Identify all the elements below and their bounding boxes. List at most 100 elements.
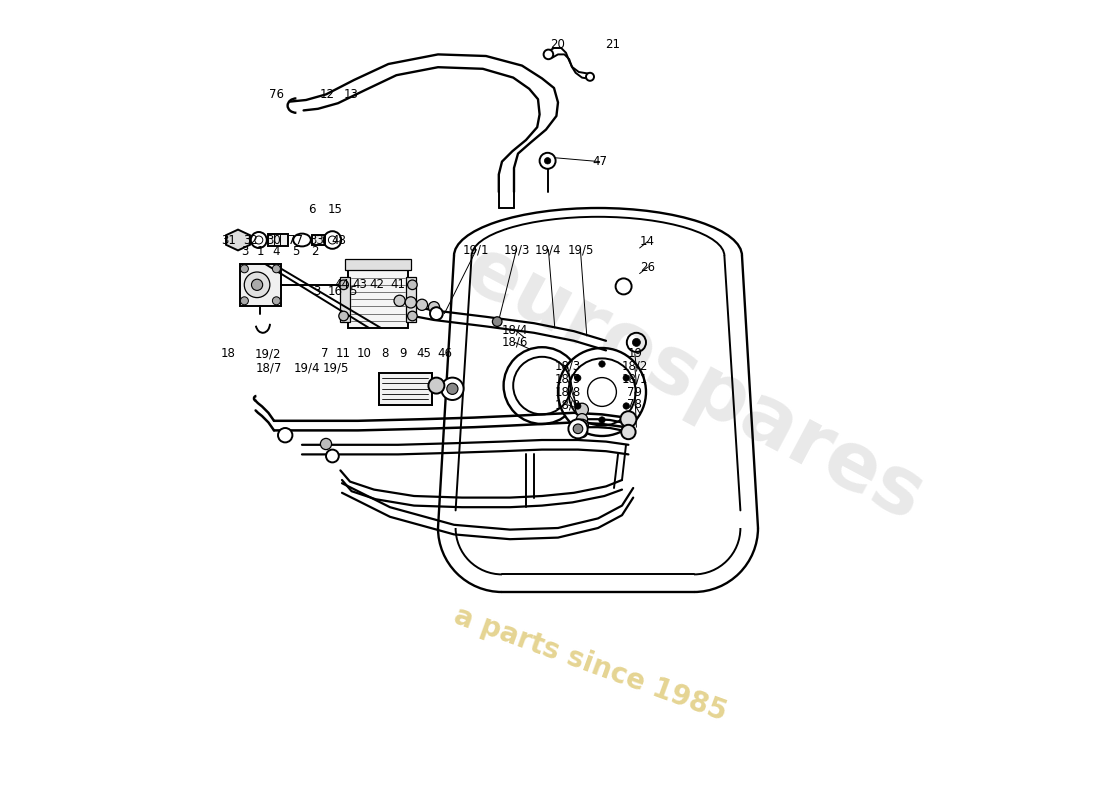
Text: 18/3: 18/3	[554, 360, 581, 373]
Bar	[378, 373, 431, 405]
Text: 5: 5	[350, 285, 356, 298]
Circle shape	[623, 403, 629, 409]
Circle shape	[394, 295, 405, 306]
Text: 47: 47	[592, 155, 607, 168]
Bar	[349, 270, 408, 328]
Circle shape	[504, 347, 581, 424]
Text: 76: 76	[268, 88, 284, 101]
Circle shape	[244, 272, 270, 298]
Text: eurospares: eurospares	[451, 230, 937, 538]
Text: 6: 6	[308, 203, 316, 216]
Text: 48: 48	[331, 234, 346, 246]
Text: 14: 14	[640, 235, 656, 248]
Text: 18: 18	[221, 347, 235, 360]
Text: 26: 26	[640, 261, 656, 274]
Circle shape	[575, 419, 589, 432]
Text: 18/5: 18/5	[554, 373, 581, 386]
Text: 19/5: 19/5	[322, 362, 349, 374]
Text: 15: 15	[328, 203, 343, 216]
Circle shape	[558, 348, 646, 436]
Text: 19/3: 19/3	[503, 243, 529, 256]
Text: 41: 41	[390, 278, 406, 291]
Circle shape	[408, 311, 417, 321]
Text: 18/6: 18/6	[502, 336, 528, 349]
Text: 4: 4	[273, 245, 280, 258]
Circle shape	[621, 425, 636, 439]
Circle shape	[543, 50, 553, 59]
Bar	[268, 234, 287, 246]
Text: 19/5: 19/5	[568, 243, 594, 256]
Text: 77: 77	[288, 234, 304, 246]
Circle shape	[252, 279, 263, 290]
Bar	[240, 264, 282, 306]
Circle shape	[620, 411, 637, 427]
Text: 7: 7	[321, 347, 328, 360]
Text: 20: 20	[551, 38, 565, 51]
Text: 2: 2	[311, 245, 319, 258]
Text: 18/7: 18/7	[255, 362, 282, 374]
Circle shape	[574, 403, 581, 409]
Text: 16: 16	[328, 285, 343, 298]
Text: 18/9: 18/9	[554, 398, 581, 411]
Text: 19: 19	[627, 347, 642, 360]
Circle shape	[241, 297, 249, 305]
Text: 33: 33	[309, 234, 323, 246]
Circle shape	[576, 426, 587, 438]
Circle shape	[575, 403, 589, 416]
Text: 42: 42	[370, 278, 385, 291]
Text: 9: 9	[399, 347, 407, 360]
Circle shape	[598, 417, 605, 423]
Text: 43: 43	[352, 278, 367, 291]
Text: 45: 45	[416, 347, 431, 360]
Text: 78: 78	[627, 398, 642, 411]
Text: 8: 8	[382, 347, 389, 360]
Text: 18/2: 18/2	[621, 360, 648, 373]
Circle shape	[273, 265, 280, 273]
Circle shape	[569, 419, 587, 438]
Text: 3: 3	[241, 245, 249, 258]
Text: 18/4: 18/4	[502, 323, 528, 336]
Text: 1: 1	[256, 245, 264, 258]
Circle shape	[544, 158, 551, 164]
Text: 30: 30	[266, 234, 280, 246]
Circle shape	[574, 374, 581, 381]
Text: 31: 31	[221, 234, 235, 246]
Circle shape	[428, 378, 444, 394]
Circle shape	[428, 302, 440, 313]
Circle shape	[441, 378, 463, 400]
Text: 5: 5	[292, 245, 299, 258]
Circle shape	[326, 450, 339, 462]
Circle shape	[573, 424, 583, 434]
Circle shape	[493, 317, 502, 326]
Bar	[429, 383, 443, 388]
Circle shape	[339, 280, 349, 290]
Circle shape	[598, 361, 605, 367]
Circle shape	[540, 153, 556, 169]
Circle shape	[405, 297, 417, 308]
Text: 3: 3	[312, 285, 320, 298]
Text: 19/2: 19/2	[255, 347, 282, 360]
Circle shape	[632, 338, 640, 346]
Circle shape	[273, 297, 280, 305]
Text: 21: 21	[605, 38, 620, 51]
Circle shape	[447, 383, 458, 394]
Text: 19/4: 19/4	[294, 362, 320, 374]
Text: 46: 46	[437, 347, 452, 360]
Text: 12: 12	[320, 88, 336, 101]
Text: 79: 79	[627, 386, 642, 398]
Circle shape	[339, 311, 349, 321]
Text: 18/8: 18/8	[554, 386, 581, 398]
Text: 32: 32	[243, 234, 258, 246]
Circle shape	[408, 280, 417, 290]
Circle shape	[278, 428, 293, 442]
Text: a parts since 1985: a parts since 1985	[450, 602, 730, 726]
Bar	[340, 277, 350, 322]
Text: 44: 44	[334, 278, 350, 291]
Text: 10: 10	[358, 347, 372, 360]
Bar	[312, 235, 326, 245]
Circle shape	[430, 307, 443, 320]
Circle shape	[320, 438, 331, 450]
Text: 19/4: 19/4	[535, 243, 562, 256]
Bar	[345, 259, 410, 270]
Circle shape	[417, 299, 428, 310]
